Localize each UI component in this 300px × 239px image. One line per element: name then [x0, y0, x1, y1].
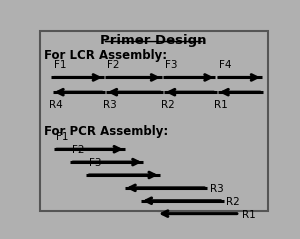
Text: R2: R2 [226, 197, 240, 207]
Text: F3: F3 [165, 60, 178, 70]
Text: R3: R3 [210, 184, 223, 194]
Text: R1: R1 [242, 210, 256, 220]
Text: F2: F2 [72, 145, 85, 155]
Text: R1: R1 [214, 99, 228, 109]
Text: For PCR Assembly:: For PCR Assembly: [44, 125, 169, 138]
Text: R2: R2 [161, 99, 175, 109]
Text: R3: R3 [103, 99, 116, 109]
Text: R4: R4 [49, 99, 63, 109]
Text: F1: F1 [56, 132, 69, 142]
Text: For LCR Assembly:: For LCR Assembly: [44, 49, 168, 62]
Text: F1: F1 [54, 60, 66, 70]
Text: F4: F4 [219, 60, 231, 70]
Bar [40, 31, 268, 211]
Text: F2: F2 [107, 60, 120, 70]
Text: Primer Design: Primer Design [100, 34, 207, 47]
Text: F3: F3 [89, 158, 101, 168]
